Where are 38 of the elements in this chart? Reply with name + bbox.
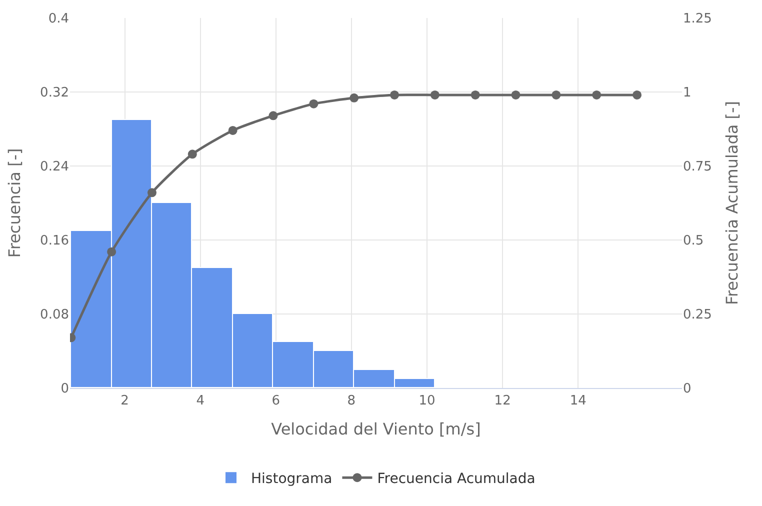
x-tick-label: 12 [494, 394, 511, 409]
point [228, 126, 238, 135]
y-tick-label: 0 [60, 382, 69, 397]
x-tick-label: 2 [120, 394, 129, 409]
y2-axis-title: Frecuencia Acumulada [-] [722, 100, 742, 306]
y2-tick-label: 0 [683, 382, 692, 397]
y-tick-label: 0.16 [40, 234, 69, 249]
y2-tick-label: 0.5 [683, 234, 704, 249]
point [470, 90, 480, 100]
point [309, 99, 318, 108]
point [430, 90, 440, 100]
y-tick-label: 0.32 [40, 86, 69, 101]
legend-label: Histograma [251, 471, 332, 488]
y-tick-label: 0.24 [40, 160, 69, 175]
y-tick-label: 0.4 [48, 12, 69, 27]
point [632, 90, 642, 100]
point [390, 90, 400, 100]
x-axis-title: Velocidad del Viento [m/s] [271, 419, 481, 438]
y2-tick-label: 1.25 [683, 12, 712, 27]
point [107, 247, 116, 256]
point [188, 150, 197, 159]
y-axis-title: Frecuencia [-] [4, 148, 24, 258]
point [592, 90, 602, 100]
point [511, 90, 520, 100]
y2-tick-label: 0.25 [683, 308, 712, 323]
x-tick-label: 14 [570, 394, 586, 409]
point [268, 111, 278, 120]
x-tick-label: 8 [347, 394, 356, 409]
y-tick-label: 0.08 [40, 308, 69, 323]
point [147, 188, 156, 198]
point [552, 90, 561, 100]
y2-tick-label: 0.75 [683, 160, 712, 175]
x-tick-label: 10 [418, 394, 436, 409]
point [350, 93, 359, 102]
y2-tick-label: 1 [683, 86, 692, 101]
x-tick-label: 6 [272, 394, 280, 409]
legend-label: Frecuencia Acumulada [377, 471, 536, 488]
x-tick-label: 4 [196, 394, 204, 409]
